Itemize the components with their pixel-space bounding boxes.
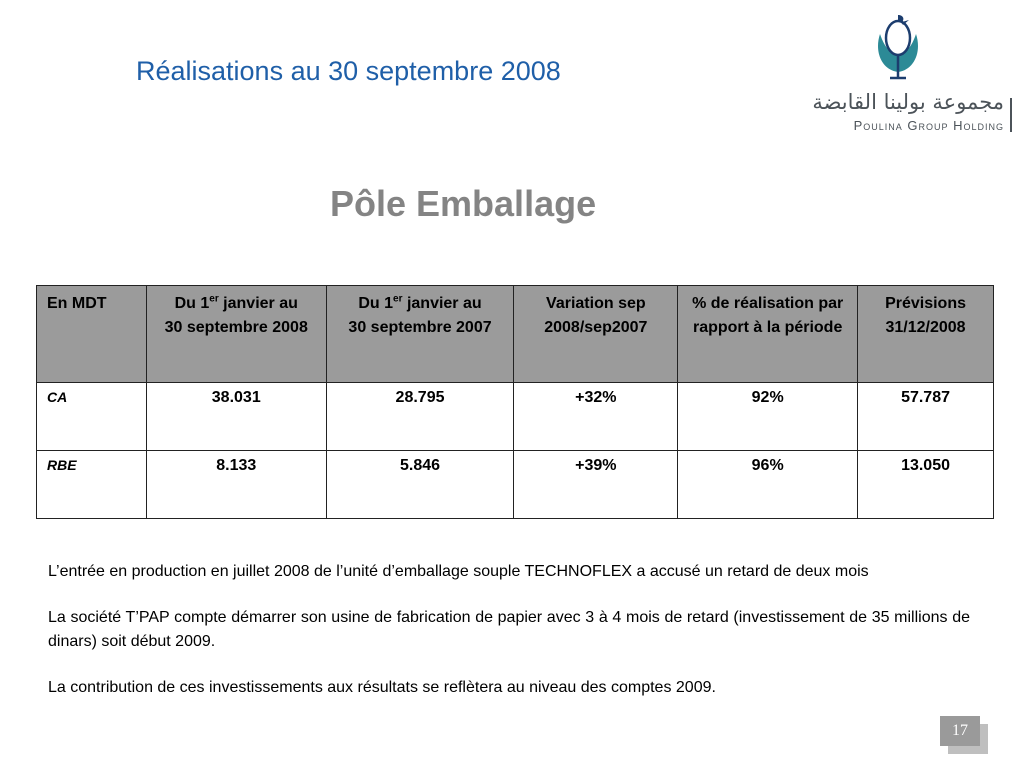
header-previsions: Prévisions 31/12/2008 bbox=[857, 285, 994, 383]
row-label-ca: CA bbox=[36, 382, 147, 451]
note-paragraph: L’entrée en production en juillet 2008 d… bbox=[48, 563, 869, 580]
table-cell: 13.050 bbox=[857, 450, 994, 519]
notes-text: L’entrée en production en juillet 2008 d… bbox=[48, 560, 970, 722]
results-table: En MDT Du 1er janvier au 30 septembre 20… bbox=[36, 285, 994, 519]
logo-divider bbox=[1010, 98, 1012, 132]
header-period-2007: Du 1er janvier au 30 septembre 2007 bbox=[325, 285, 515, 383]
table-cell: 28.795 bbox=[325, 382, 515, 451]
logo-latin-text: Poulina Group Holding bbox=[853, 118, 1004, 133]
slide-title: Réalisations au 30 septembre 2008 bbox=[136, 56, 561, 86]
table-cell: +39% bbox=[513, 450, 679, 519]
table-row: CA 38.031 28.795 +32% 92% 57.787 bbox=[36, 382, 994, 451]
header-variation: Variation sep 2008/sep2007 bbox=[513, 285, 679, 383]
section-title: Pôle Emballage bbox=[330, 183, 597, 224]
table-cell: 8.133 bbox=[145, 450, 327, 519]
row-label-rbe: RBE bbox=[36, 450, 147, 519]
table-row: RBE 8.133 5.846 +39% 96% 13.050 bbox=[36, 450, 994, 519]
header-period-2008: Du 1er janvier au 30 septembre 2008 bbox=[145, 285, 327, 383]
note-paragraph: La contribution de ces investissements a… bbox=[48, 679, 716, 696]
table-cell: 96% bbox=[677, 450, 859, 519]
poulina-bird-icon bbox=[878, 15, 918, 80]
table-cell: 38.031 bbox=[145, 382, 327, 451]
header-realisation: % de réalisation par rapport à la périod… bbox=[677, 285, 859, 383]
header-unit: En MDT bbox=[36, 285, 147, 383]
table-cell: 92% bbox=[677, 382, 859, 451]
table-cell: +32% bbox=[513, 382, 679, 451]
company-logo: مجموعة بولينا القابضة Poulina Group Hold… bbox=[780, 10, 1016, 134]
table-header-row: En MDT Du 1er janvier au 30 septembre 20… bbox=[36, 285, 994, 383]
table-cell: 57.787 bbox=[857, 382, 994, 451]
logo-arabic-text: مجموعة بولينا القابضة bbox=[812, 90, 1004, 114]
table-cell: 5.846 bbox=[325, 450, 515, 519]
note-paragraph: La société T’PAP compte démarrer son usi… bbox=[48, 609, 970, 650]
page-number: 17 bbox=[940, 716, 980, 746]
